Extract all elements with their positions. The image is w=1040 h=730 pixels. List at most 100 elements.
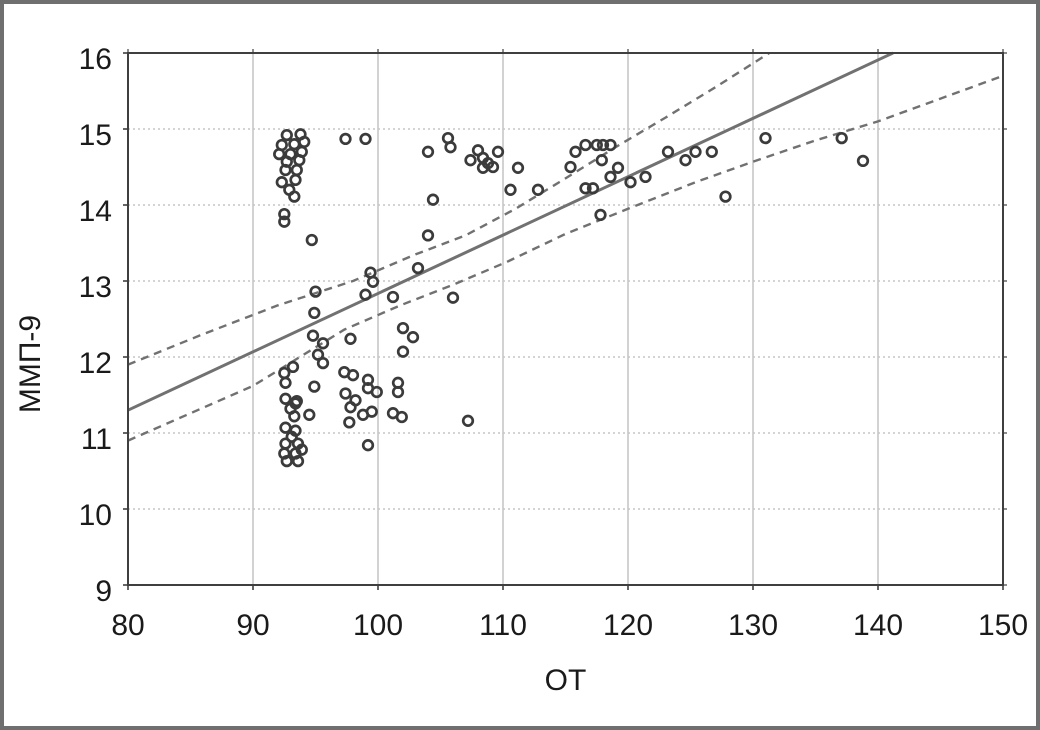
scatter-chart: 80 90 100 110 120 130 140 150 9 10 11 12 13 14 15 16 О… [14,43,1028,697]
data-point [305,233,318,247]
y-axis-title: ММП-9 [14,315,47,413]
x-tick-labels: 80 90 100 110 120 130 140 150 [111,609,1028,642]
data-point [273,147,286,161]
data-point [288,190,301,203]
data-point [295,443,308,456]
data-point [346,369,360,382]
x-tick-label: 80 [111,609,144,642]
data-point [569,145,582,158]
plot-border [127,52,1004,586]
data-point [279,421,292,434]
confidence-band-upper [127,51,770,366]
data-point [288,410,301,423]
data-point [531,183,545,196]
data-point [406,331,420,344]
x-tick-label: 100 [353,609,403,642]
data-point [564,160,577,174]
data-point [595,154,608,167]
data-point [308,380,321,393]
data-point [316,337,330,350]
data-point [386,290,400,304]
data-points [273,128,870,468]
data-point [639,170,652,184]
data-point [689,145,702,158]
data-point [308,306,321,320]
data-point [370,385,383,399]
data-point [604,138,617,152]
data-point [579,138,592,152]
x-tick-label: 140 [853,609,903,642]
data-point [611,161,625,174]
data-point [461,414,475,427]
data-point [290,163,303,177]
data-point [365,405,378,418]
x-axis-title: ОТ [545,664,587,697]
data-point [705,145,718,158]
y-tick-label: 9 [95,575,112,608]
data-point [596,138,610,152]
data-point [426,193,440,206]
data-point [395,410,408,424]
data-point [309,285,322,298]
data-point [835,131,848,145]
data-point [444,141,457,154]
data-point [579,182,592,195]
axis-ticks [123,49,1007,590]
data-point [339,132,352,146]
x-tick-label: 150 [978,609,1028,642]
regression-line [127,51,894,412]
data-point [275,176,288,189]
y-tick-label: 15 [79,119,112,152]
data-point [343,416,356,429]
data-point [303,408,316,421]
data-point [279,376,292,389]
data-point [604,170,617,184]
data-point [311,348,325,361]
data-point [759,131,772,145]
data-point [286,360,300,374]
data-point [586,182,600,195]
data-point [391,385,405,399]
data-point [661,145,675,158]
y-tick-label: 11 [81,423,112,456]
data-point [316,356,330,370]
data-point [366,275,380,288]
x-tick-label: 120 [603,609,653,642]
confidence-bands [127,51,1004,442]
data-point [278,215,291,228]
data-point [361,439,375,452]
data-point [594,208,607,222]
data-point [344,401,357,414]
data-point [280,454,293,468]
x-tick-label: 90 [236,609,269,642]
regression-line [127,51,894,412]
data-point [511,161,525,174]
data-point [278,366,291,380]
data-point [279,392,292,405]
data-point [359,132,372,146]
y-tick-label: 14 [79,195,112,228]
y-tick-label: 10 [79,499,112,532]
data-point [624,176,637,189]
y-tick-label: 12 [79,347,112,380]
data-point [359,288,372,301]
y-tick-labels: 9 10 11 12 13 14 15 16 [79,43,112,608]
data-point [396,321,410,335]
data-point [590,138,603,152]
data-point [411,261,425,275]
data-point [464,154,477,167]
data-point [421,145,435,158]
y-tick-label: 16 [79,43,112,76]
gridlines [128,53,1003,585]
data-point [279,163,292,177]
data-point [344,332,357,345]
data-point [289,173,302,187]
data-point [291,454,305,468]
data-point [679,154,692,167]
data-point [289,397,302,410]
data-point [719,190,732,203]
data-point [446,291,460,304]
data-point [278,207,291,221]
data-point [491,145,505,158]
